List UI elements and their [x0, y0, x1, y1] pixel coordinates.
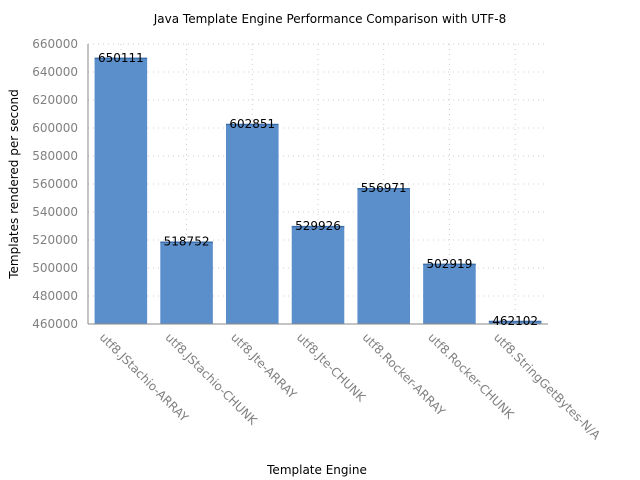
x-tick-label: utf8.Jte-CHUNK [294, 330, 369, 405]
y-tick-label: 480000 [32, 289, 78, 303]
y-tick-label: 660000 [32, 37, 78, 51]
bar [94, 57, 148, 324]
bar [423, 263, 476, 324]
data-label: 502919 [427, 257, 473, 271]
x-tick-label: utf8.StringGetBytes-N/A [491, 330, 604, 443]
bar [488, 321, 542, 324]
data-label: 602851 [229, 117, 275, 131]
y-tick-label: 580000 [32, 149, 78, 163]
data-label: 462102 [492, 314, 538, 328]
data-label: 556971 [361, 181, 407, 195]
y-tick-label: 460000 [32, 317, 78, 331]
x-tick-labels: utf8.JStachio-ARRAYutf8.JStachio-CHUNKut… [97, 330, 604, 443]
chart-title: Java Template Engine Performance Compari… [153, 12, 506, 26]
data-label: 529926 [295, 219, 341, 233]
y-tick-label: 560000 [32, 177, 78, 191]
y-tick-label: 500000 [32, 261, 78, 275]
y-tick-label: 520000 [32, 233, 78, 247]
bar [291, 226, 345, 324]
x-tick-label: utf8.Jte-ARRAY [228, 330, 300, 402]
y-tick-label: 620000 [32, 93, 78, 107]
bar [357, 188, 410, 324]
y-tick-label: 600000 [32, 121, 78, 135]
bars [94, 57, 542, 324]
y-axis-title: Templates rendered per second [7, 89, 21, 280]
bar [226, 124, 279, 324]
y-tick-labels: 460000 480000 500000 520000 540000 560000 5800… [32, 37, 78, 331]
bar [160, 241, 213, 324]
x-axis-title: Template Engine [266, 463, 367, 477]
data-label: 518752 [164, 235, 210, 249]
data-label: 650111 [98, 51, 144, 65]
axes [87, 44, 548, 325]
y-tick-label: 640000 [32, 65, 78, 79]
y-tick-label: 540000 [32, 205, 78, 219]
data-labels: 650111 518752 602851 529926 556971 502919 4621… [98, 51, 538, 328]
